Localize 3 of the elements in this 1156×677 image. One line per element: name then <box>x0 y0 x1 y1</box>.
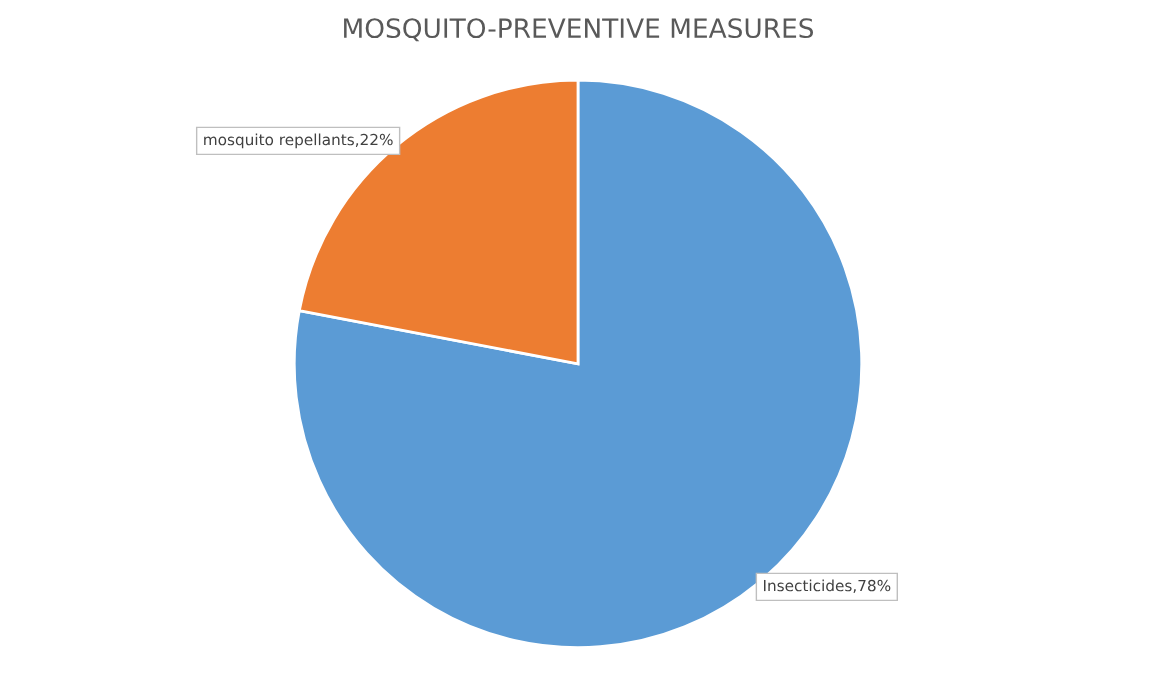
slice-label: mosquito repellants,22% <box>204 133 393 149</box>
slice-label: Insecticides,78% <box>763 579 891 593</box>
chart-title: MOSQUITO-PREVENTIVE MEASURES <box>344 18 814 42</box>
